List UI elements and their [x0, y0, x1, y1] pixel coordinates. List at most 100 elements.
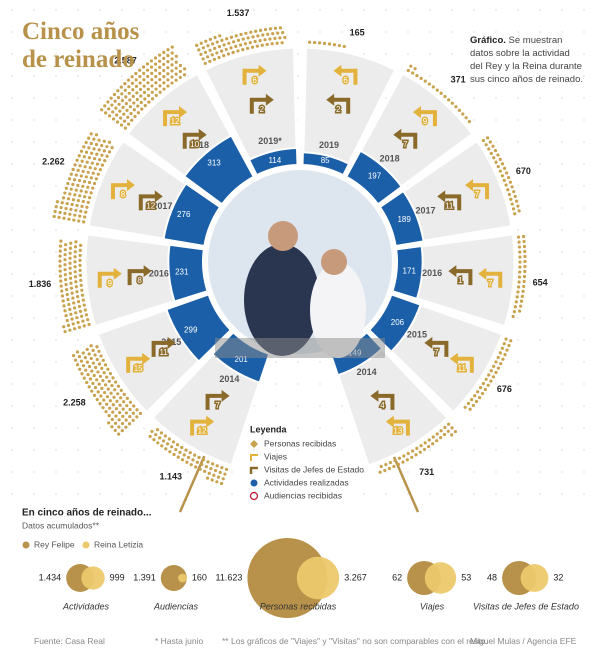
person-dot — [73, 270, 77, 274]
person-dot — [516, 290, 520, 294]
person-dot — [69, 241, 73, 245]
person-dot — [149, 65, 154, 69]
person-dot — [256, 34, 260, 38]
year-label: 2017 — [152, 201, 172, 211]
person-dot — [113, 388, 117, 392]
person-dot — [94, 177, 98, 181]
person-dot — [204, 464, 208, 469]
person-dot — [204, 39, 208, 43]
trip-icon — [472, 183, 490, 200]
person-dot — [74, 311, 78, 315]
bg-dot — [539, 383, 541, 385]
person-dot — [65, 288, 69, 292]
person-dot — [466, 401, 471, 406]
person-dot — [283, 35, 287, 40]
bg-dot — [77, 97, 79, 99]
person-dot — [392, 464, 396, 469]
person-dot — [80, 204, 84, 208]
person-dot — [116, 89, 120, 93]
person-dot — [97, 148, 101, 152]
person-dot — [162, 62, 166, 67]
visit-label: 2 — [260, 105, 265, 114]
bg-dot — [77, 75, 79, 77]
bg-dot — [11, 75, 13, 77]
person-dot — [104, 111, 108, 115]
person-dot — [250, 45, 255, 49]
person-dot — [73, 260, 77, 264]
person-dot — [62, 216, 66, 220]
bg-dot — [11, 273, 13, 275]
person-dot — [517, 240, 521, 244]
person-dot — [195, 460, 199, 464]
person-dot — [515, 199, 519, 203]
person-dot — [150, 84, 154, 88]
trip-label: 9 — [108, 279, 113, 288]
bg-dot — [33, 361, 35, 363]
person-dot — [225, 37, 229, 41]
person-dot — [114, 380, 118, 384]
bg-dot — [77, 493, 79, 495]
person-dot — [153, 62, 158, 66]
person-dot — [197, 48, 201, 52]
person-dot — [92, 393, 97, 397]
person-dot — [146, 94, 151, 98]
person-dot — [238, 43, 243, 47]
person-dot — [68, 276, 73, 280]
person-dot — [515, 295, 519, 299]
visit-label: 11 — [445, 201, 454, 210]
person-dot — [117, 432, 121, 436]
bg-dot — [99, 449, 101, 451]
person-dot — [138, 81, 142, 85]
person-dot — [62, 325, 66, 329]
person-dot — [154, 81, 158, 85]
person-dot — [59, 239, 63, 243]
person-dot — [100, 153, 104, 157]
bg-dot — [11, 97, 13, 99]
persons-label: 165 — [350, 27, 365, 37]
bg-dot — [539, 185, 541, 187]
person-dot — [270, 42, 274, 46]
person-dot — [210, 42, 215, 46]
person-dot — [162, 50, 166, 54]
person-dot — [95, 162, 99, 166]
bg-dot — [77, 229, 79, 231]
person-dot — [281, 31, 285, 35]
person-dot — [239, 32, 243, 37]
bg-dot — [385, 493, 387, 495]
person-dot — [73, 255, 77, 259]
person-dot — [500, 162, 505, 166]
person-dot — [258, 28, 263, 32]
bg-dot — [121, 471, 123, 473]
person-dot — [203, 469, 207, 473]
bg-dot — [451, 9, 453, 11]
person-dot — [162, 81, 166, 85]
person-dot — [185, 460, 189, 464]
bubble-label: 48 — [487, 572, 497, 582]
legend-icon — [250, 454, 258, 461]
person-dot — [92, 137, 96, 141]
persons-dots — [463, 337, 513, 411]
bg-dot — [165, 471, 167, 473]
person-dot — [72, 178, 77, 182]
person-dot — [69, 187, 73, 191]
person-dot — [413, 67, 417, 71]
person-dot — [518, 260, 522, 264]
bg-dot — [143, 471, 145, 473]
person-dot — [158, 53, 162, 57]
bg-dot — [77, 339, 79, 341]
legend-label: Visitas de Jefes de Estado — [264, 464, 364, 474]
person-dot — [64, 283, 68, 287]
bg-dot — [473, 9, 475, 11]
person-dot — [484, 377, 488, 381]
person-dot — [68, 212, 72, 216]
bg-dot — [33, 317, 35, 319]
person-dot — [143, 103, 147, 108]
person-dot — [66, 297, 70, 302]
person-dot — [210, 53, 214, 57]
person-dot — [494, 370, 498, 375]
bg-dot — [77, 273, 79, 275]
bg-dot — [561, 339, 563, 341]
person-dot — [268, 27, 273, 31]
person-dot — [307, 40, 312, 44]
person-dot — [69, 312, 73, 316]
